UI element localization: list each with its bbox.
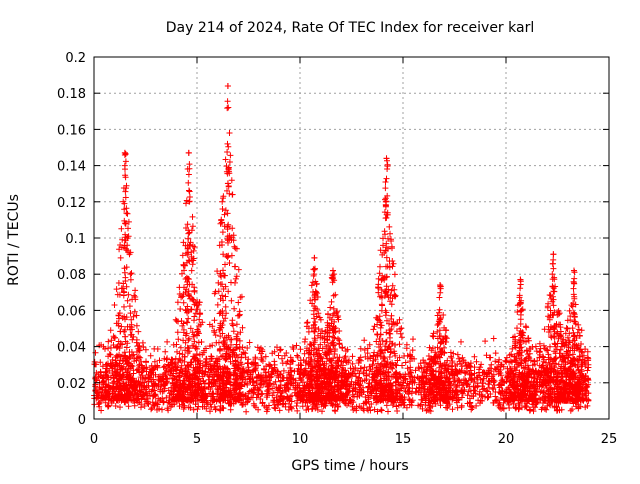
x-tick-label: 20 [498,432,515,447]
y-tick-label: 0.16 [57,123,86,138]
peak-point [329,267,336,274]
x-tick-label: 5 [193,432,201,447]
y-tick-label: 0.1 [65,232,86,247]
peak-point [185,149,192,156]
x-tick-label: 15 [395,432,412,447]
y-tick-label: 0.2 [65,51,86,66]
y-tick-label: 0 [78,413,86,428]
peak-point [121,149,128,156]
peak-point [437,282,444,289]
peak-point [570,267,577,274]
chart-title: Day 214 of 2024, Rate Of TEC Index for r… [166,20,534,36]
y-tick-label: 0.04 [57,341,86,356]
x-tick-label: 10 [292,432,309,447]
data-points [91,82,592,415]
y-tick-label: 0.18 [57,87,86,102]
scatter-markers [91,83,592,415]
peak-point [517,276,524,283]
y-tick-label: 0.14 [57,160,86,175]
x-tick-label: 0 [90,432,98,447]
y-tick-label: 0.12 [57,196,86,211]
x-tick-label: 25 [601,432,618,447]
x-axis-label: GPS time / hours [291,458,408,474]
peak-point [311,254,318,261]
peak-point [224,82,231,89]
y-tick-label: 0.02 [57,377,86,392]
axis-ticks: 0 0.02 0.04 0.06 0.08 0.1 0.12 0.14 0.16 0.18 0.2 0… [57,51,617,447]
y-tick-label: 0.06 [57,304,86,319]
peak-point [550,251,557,258]
y-axis-label: ROTI / TECUs [6,194,22,286]
peak-point [383,155,390,162]
y-tick-label: 0.08 [57,268,86,283]
